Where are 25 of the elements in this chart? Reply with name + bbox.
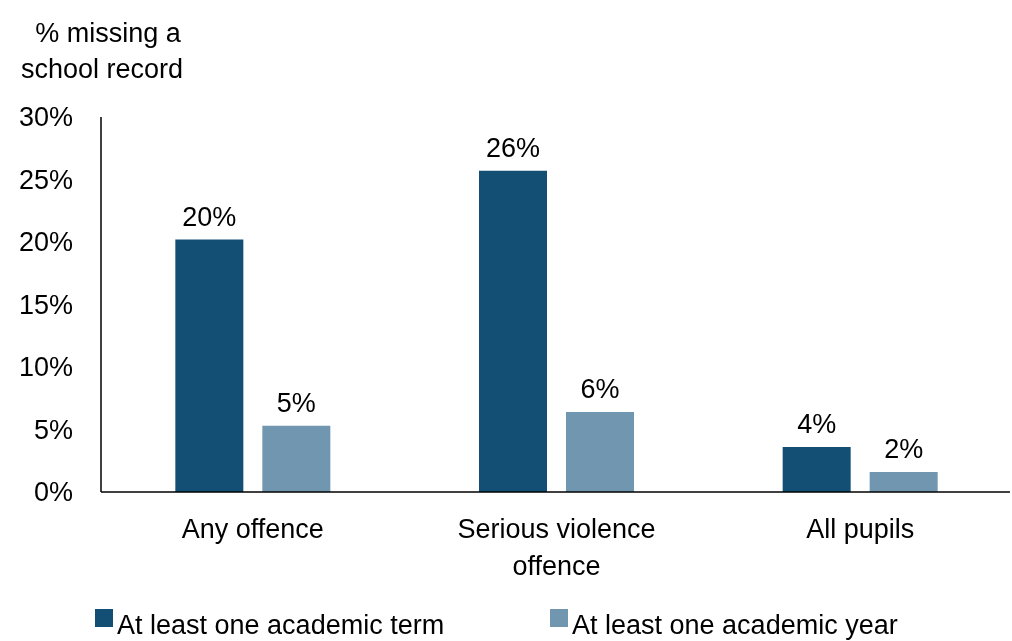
bar (175, 239, 244, 492)
legend-label: At least one academic year (572, 610, 898, 640)
y-tick-label: 15% (18, 289, 73, 320)
y-tick-label: 25% (18, 164, 73, 195)
data-label: 5% (276, 387, 316, 418)
x-tick-label: All pupils (806, 514, 915, 544)
y-tick-label: 5% (33, 414, 73, 445)
y-tick-label: 20% (18, 227, 73, 258)
data-label: 26% (485, 132, 541, 163)
x-tick-label: Any offence (181, 514, 324, 544)
bar (782, 447, 851, 492)
bar (869, 472, 938, 492)
data-label: 20% (182, 201, 237, 232)
data-label: 2% (884, 434, 924, 464)
data-label: 4% (797, 409, 837, 439)
data-label: 6% (580, 374, 620, 404)
y-tick-label: 10% (18, 352, 73, 383)
legend-label: At least one academic term (117, 610, 445, 640)
x-tick-label: Serious violence offence (457, 514, 656, 581)
y-tick-label: 30% (18, 102, 73, 133)
bar (479, 170, 547, 492)
y-tick-label: 0% (33, 477, 73, 508)
bar (566, 412, 634, 492)
y-axis-title: % missing a school record (20, 18, 184, 84)
bar (262, 425, 331, 492)
